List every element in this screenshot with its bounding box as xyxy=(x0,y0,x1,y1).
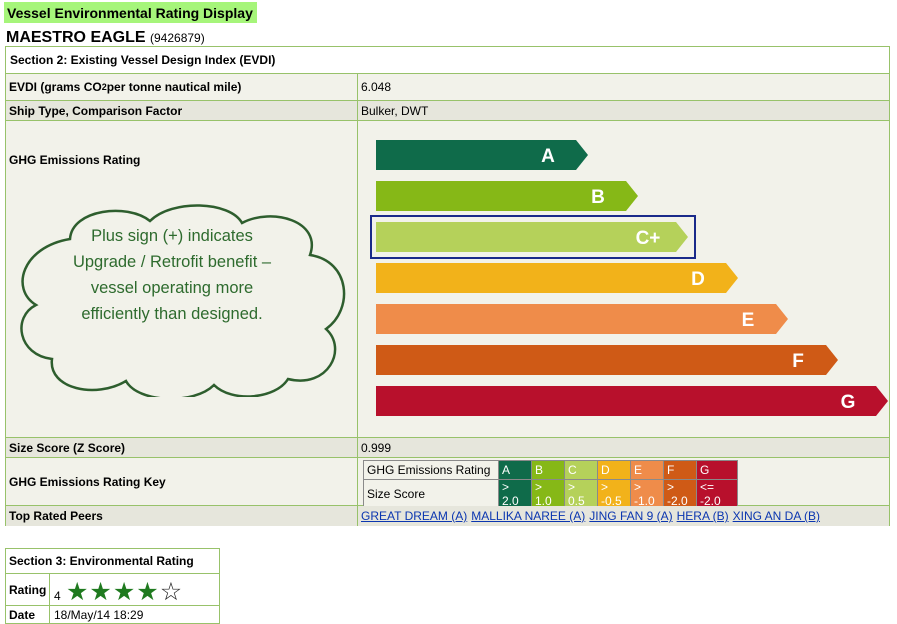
size-score-value: 0.999 xyxy=(361,440,392,455)
rating-bar-shape xyxy=(376,386,888,416)
rating-bar-letter: C+ xyxy=(636,228,661,249)
section-3-title: Section 3: Environmental Rating xyxy=(6,549,219,574)
ghg-rating-label: GHG Emissions Rating xyxy=(6,121,358,437)
page-title: Vessel Environmental Rating Display xyxy=(4,2,257,23)
rating-bar-f: F xyxy=(376,345,838,375)
rating-key-row: GHG Emissions Rating Key GHG Emissions R… xyxy=(6,458,889,509)
peers-label: Top Rated Peers xyxy=(6,506,358,526)
rating-bar-g: G xyxy=(376,386,888,416)
star-filled-icon: ★ xyxy=(112,578,136,606)
star-filled-icon: ★ xyxy=(89,578,112,606)
key-grade: B xyxy=(531,460,565,480)
vessel-heading: MAESTRO EAGLE (9426879) xyxy=(6,29,205,47)
key-grade: D xyxy=(597,460,631,480)
key-score: > -0.5 xyxy=(597,479,631,509)
evdi-value: 6.048 xyxy=(361,80,392,94)
rating-bar-e: E xyxy=(376,304,788,334)
rating-bar-a: A xyxy=(376,140,588,170)
key-grade-label: GHG Emissions Rating xyxy=(363,460,499,480)
key-score: > 0.5 xyxy=(564,479,598,509)
key-score: > 1.0 xyxy=(531,479,565,509)
section-3-panel: Section 3: Environmental Rating Rating 4… xyxy=(5,548,220,624)
peer-link[interactable]: MALLIKA NAREE (A) xyxy=(471,509,586,523)
evdi-label-text: EVDI (grams CO xyxy=(9,80,102,94)
rating-bars-svg: A B C+ D E F G xyxy=(370,140,888,416)
rating-bar-shape xyxy=(376,263,738,293)
date-row: Date 18/May/14 18:29 xyxy=(6,606,219,624)
peer-link[interactable]: GREAT DREAM (A) xyxy=(361,509,468,523)
ship-type-value: Bulker, DWT xyxy=(361,103,429,118)
date-value: 18/May/14 18:29 xyxy=(54,608,144,622)
rating-stars: ★ ★ ★ ★ ☆ xyxy=(66,579,182,605)
evdi-row: EVDI (grams CO 2 per tonne nautical mile)… xyxy=(6,74,889,101)
peer-link[interactable]: JING FAN 9 (A) xyxy=(589,509,673,523)
selected-rating-highlight xyxy=(370,215,696,259)
key-grade: E xyxy=(630,460,664,480)
rating-bar-shape xyxy=(376,222,688,252)
key-score: > 2.0 xyxy=(498,479,532,509)
star-filled-icon: ★ xyxy=(66,578,89,606)
key-grade: G xyxy=(696,460,738,480)
rating-bar-shape xyxy=(376,345,838,375)
rating-key-container: GHG Emissions Rating A B C D E F G Size … xyxy=(359,458,889,509)
ship-type-label: Ship Type, Comparison Factor xyxy=(6,101,358,120)
peer-link[interactable]: HERA (B) xyxy=(676,509,729,523)
rating-bar-shape xyxy=(376,304,788,334)
rating-bar-shape xyxy=(376,140,588,170)
ghg-rating-row: GHG Emissions Rating A B C+ D E F G Plus sign … xyxy=(6,121,889,438)
ship-type-row: Ship Type, Comparison Factor Bulker, DWT xyxy=(6,101,889,121)
section-2-panel: Section 2: Existing Vessel Design Index … xyxy=(5,46,890,526)
rating-bar-letter: G xyxy=(841,392,856,413)
date-label: Date xyxy=(6,606,50,624)
size-score-row: Size Score (Z Score) 0.999 xyxy=(6,438,889,458)
rating-bar-d: D xyxy=(376,263,738,293)
rating-bar-letter: F xyxy=(792,351,804,372)
rating-key-table: GHG Emissions Rating A B C D E F G Size … xyxy=(363,460,738,509)
evdi-label-text-2: per tonne nautical mile) xyxy=(106,80,242,94)
key-score: <= -2.0 xyxy=(696,479,738,509)
rating-value: 4 xyxy=(54,589,61,603)
rating-bar-letter: E xyxy=(742,310,755,331)
ghg-rating-chart: A B C+ D E F G xyxy=(359,121,889,437)
rating-bar-letter: A xyxy=(541,146,555,167)
rating-bar-c-plus: C+ xyxy=(370,215,696,259)
key-grade: F xyxy=(663,460,697,480)
star-empty-icon: ☆ xyxy=(159,578,183,606)
rating-bar-shape xyxy=(376,181,638,211)
star-filled-icon: ★ xyxy=(136,578,159,606)
rating-bar-letter: D xyxy=(691,269,705,290)
rating-row: Rating 4 ★ ★ ★ ★ ☆ xyxy=(6,574,219,606)
vessel-imo: (9426879) xyxy=(150,31,205,45)
vessel-name: MAESTRO EAGLE xyxy=(6,29,146,46)
key-grade-row: GHG Emissions Rating A B C D E F G xyxy=(363,460,738,480)
rating-key-label: GHG Emissions Rating Key xyxy=(6,458,358,505)
callout-cloud xyxy=(20,204,346,397)
rating-bar-b: B xyxy=(376,181,638,211)
callout-text: Plus sign (+) indicates Upgrade / Retrof… xyxy=(72,227,272,323)
rating-label: Rating xyxy=(6,574,50,605)
peer-link[interactable]: XING AN DA (B) xyxy=(732,509,820,523)
section-2-title: Section 2: Existing Vessel Design Index … xyxy=(6,47,889,74)
rating-bar-letter: B xyxy=(591,187,605,208)
key-grade: A xyxy=(498,460,532,480)
key-score: > -1.0 xyxy=(630,479,664,509)
key-grade: C xyxy=(564,460,598,480)
size-score-label: Size Score (Z Score) xyxy=(6,438,358,457)
key-score-row: Size Score > 2.0 > 1.0 > 0.5 > -0.5 > -1… xyxy=(363,479,738,509)
key-score-label: Size Score xyxy=(363,479,499,509)
evdi-label: EVDI (grams CO 2 per tonne nautical mile) xyxy=(6,74,358,100)
key-score: > -2.0 xyxy=(663,479,697,509)
peers-links: GREAT DREAM (A) MALLIKA NAREE (A) JING F… xyxy=(359,506,889,526)
evdi-label-sub: 2 xyxy=(101,82,107,92)
peers-row: Top Rated Peers GREAT DREAM (A) MALLIKA … xyxy=(6,506,889,526)
